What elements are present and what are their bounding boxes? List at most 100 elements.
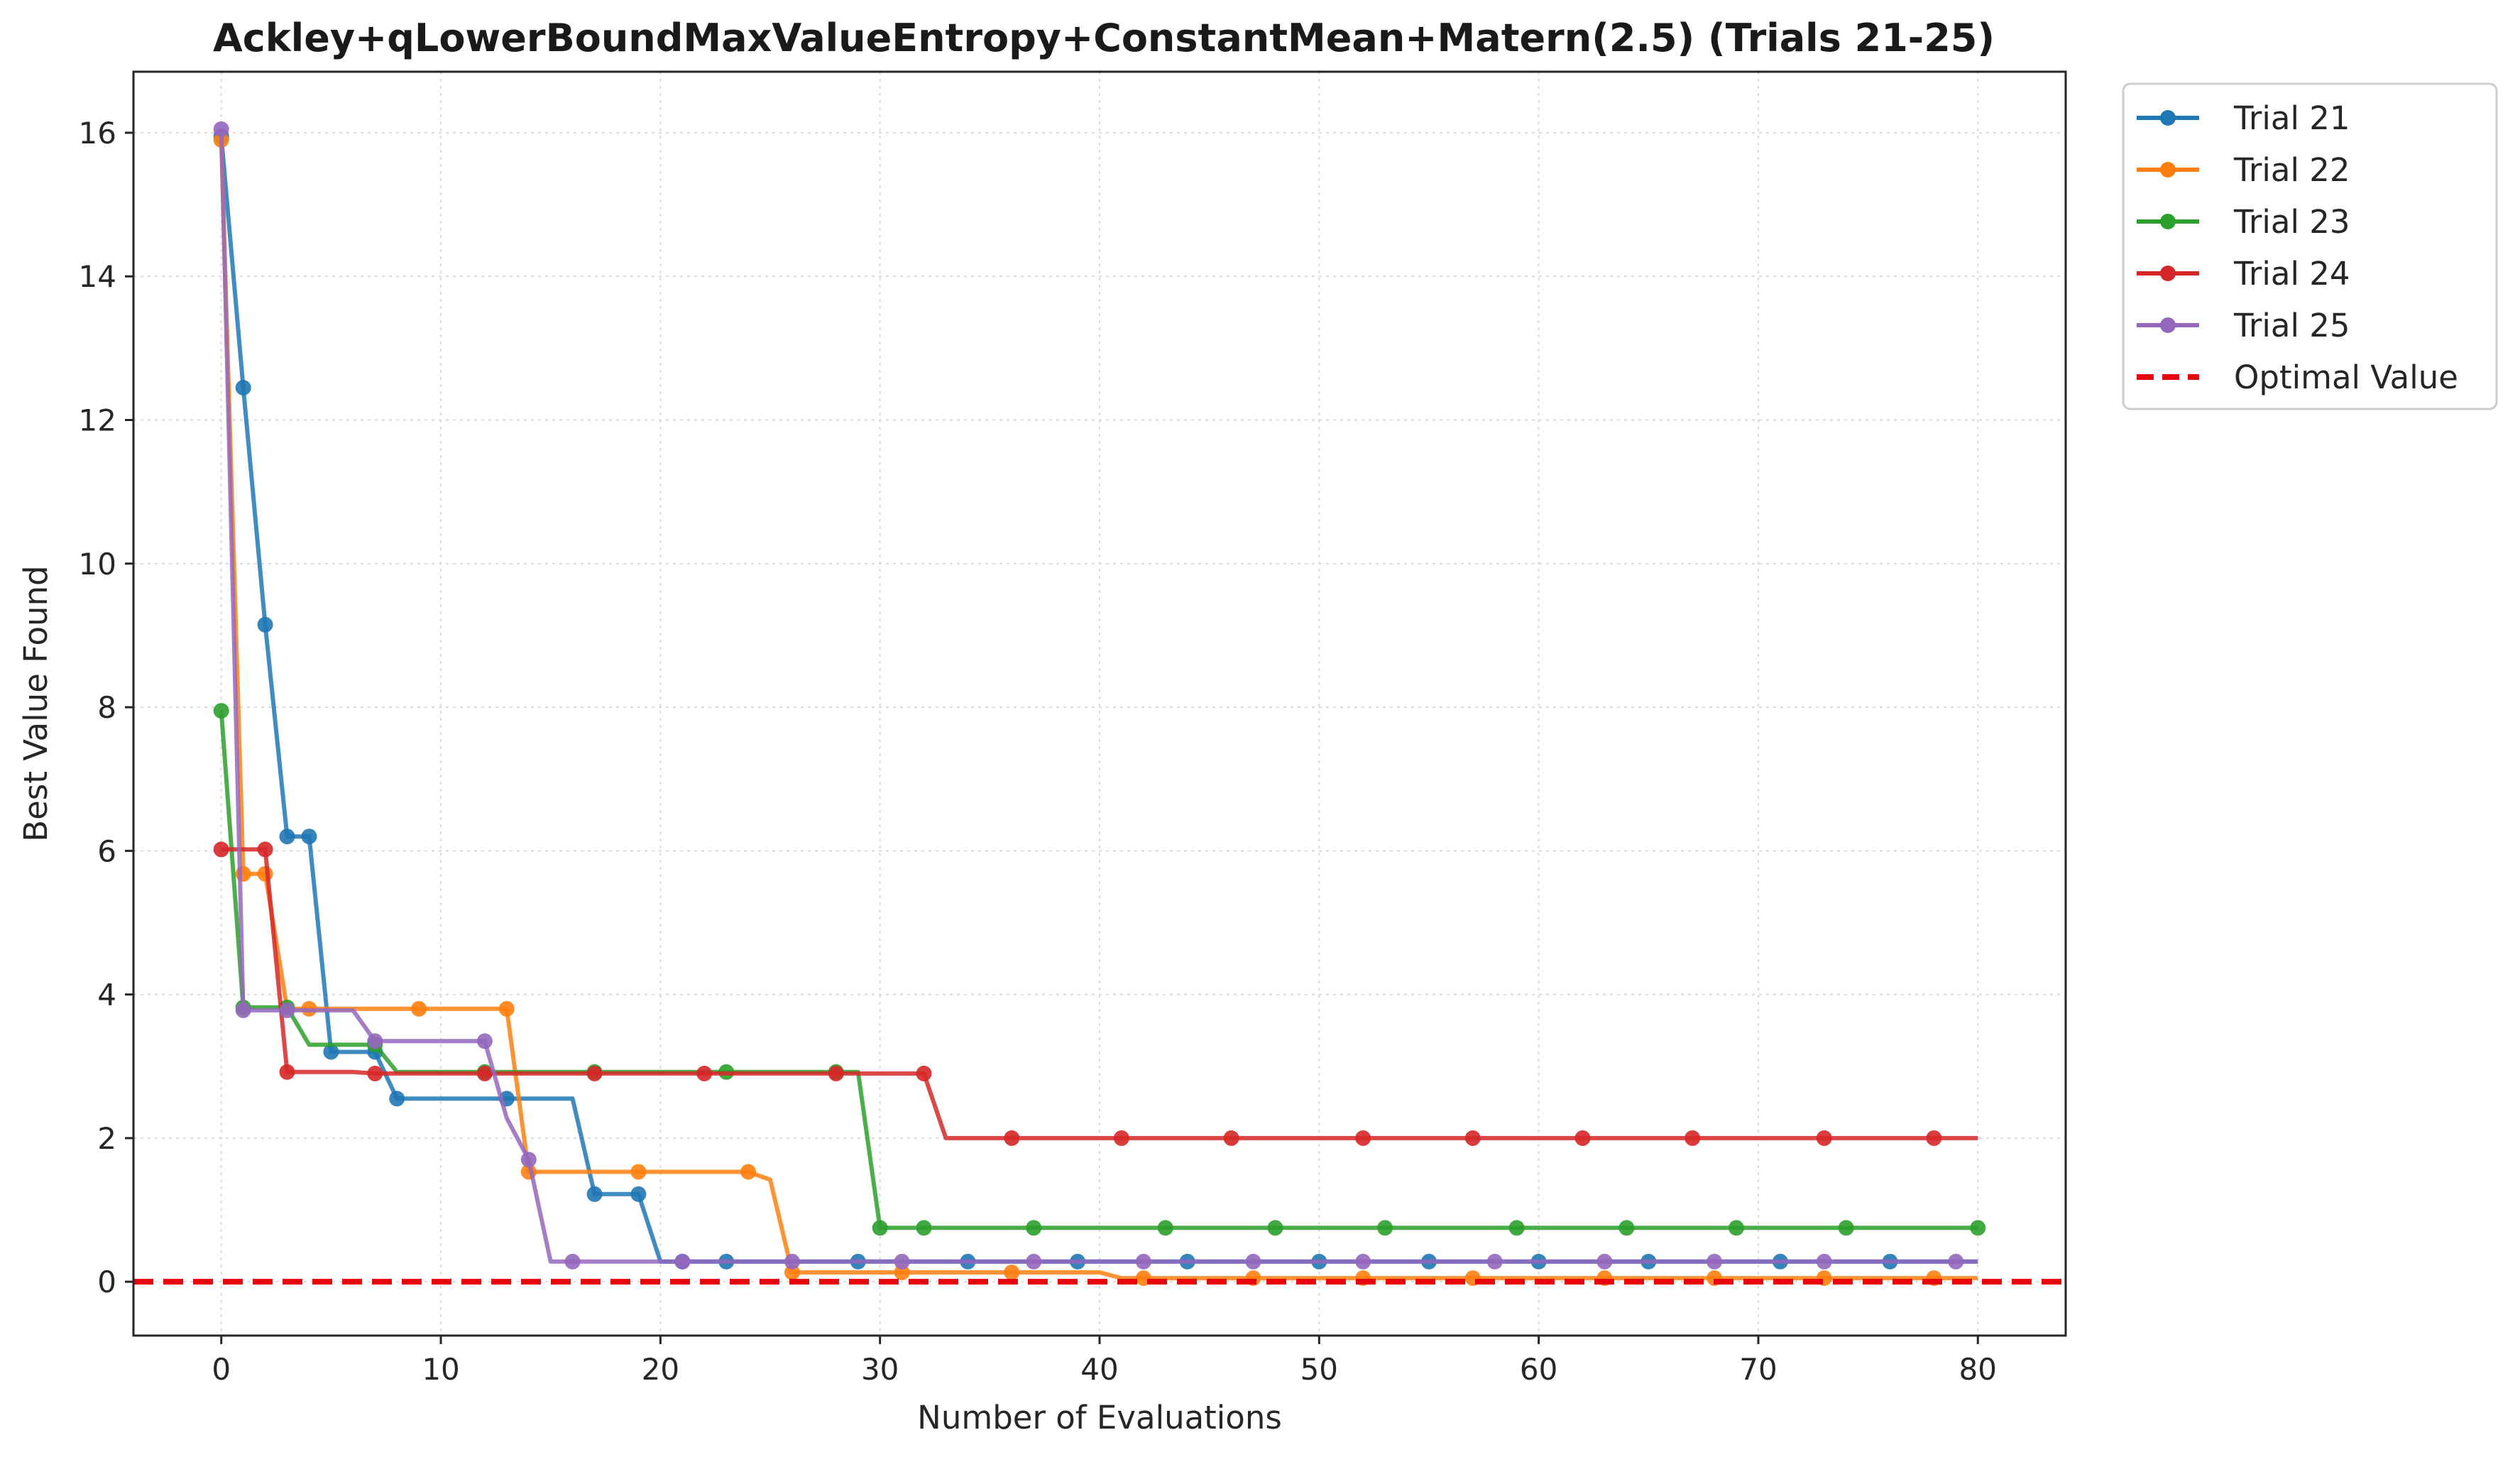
legend-label: Trial 21 <box>2233 99 2350 137</box>
data-point <box>1684 1130 1701 1146</box>
x-tick-label: 0 <box>212 1352 231 1387</box>
data-point <box>1267 1220 1283 1236</box>
chart-title: Ackley+qLowerBoundMaxValueEntropy+Consta… <box>213 16 1995 60</box>
data-point <box>367 1065 383 1081</box>
legend-items: Trial 21 Trial 22 Trial 23 Trial 24 Trial 25… <box>2137 99 2458 396</box>
data-point <box>213 841 229 858</box>
y-tick-label: 4 <box>97 978 116 1013</box>
data-point <box>1486 1253 1503 1270</box>
legend-label: Trial 24 <box>2233 255 2350 293</box>
data-point <box>213 121 229 137</box>
data-point <box>1026 1220 1042 1236</box>
legend-label: Trial 22 <box>2233 151 2350 189</box>
legend-item: Optimal Value <box>2137 359 2458 396</box>
data-point <box>235 1002 251 1018</box>
plot-series <box>213 121 1986 1287</box>
x-ticks: 0 10 20 30 40 50 60 70 80 <box>212 1336 1997 1387</box>
data-point <box>1377 1220 1393 1236</box>
series-line <box>219 136 1978 1264</box>
legend-item: Trial 24 <box>2137 255 2350 293</box>
series-4 <box>213 841 1978 1146</box>
series-1 <box>213 129 1978 1270</box>
data-point <box>696 1065 713 1081</box>
data-point <box>476 1065 493 1081</box>
data-point <box>411 1000 427 1017</box>
data-point <box>1596 1253 1613 1270</box>
data-point <box>1026 1253 1042 1270</box>
y-axis-label: Best Value Found <box>17 565 55 841</box>
data-point <box>740 1164 757 1180</box>
x-tick-label: 80 <box>1959 1352 1997 1387</box>
data-point <box>1355 1253 1371 1270</box>
x-tick-label: 20 <box>642 1352 679 1387</box>
data-point <box>1816 1253 1832 1270</box>
legend-marker <box>2160 317 2176 333</box>
data-point <box>784 1253 800 1270</box>
y-tick-label: 12 <box>79 403 116 438</box>
data-point <box>301 829 317 845</box>
data-point <box>1970 1220 1986 1236</box>
legend-item: Trial 23 <box>2137 203 2350 241</box>
series-line <box>219 710 1978 1230</box>
data-point <box>1838 1220 1854 1236</box>
data-point <box>872 1220 888 1236</box>
legend-label: Optimal Value <box>2234 359 2458 396</box>
data-point <box>1508 1220 1525 1236</box>
legend-item: Trial 21 <box>2137 99 2350 137</box>
data-point <box>1135 1253 1151 1270</box>
y-ticks: 0 2 4 6 8 10 12 14 16 <box>79 116 133 1299</box>
data-point <box>1113 1130 1129 1146</box>
data-point <box>279 1002 295 1018</box>
legend-marker <box>2160 110 2176 126</box>
x-tick-label: 10 <box>422 1352 459 1387</box>
data-point <box>520 1152 537 1168</box>
data-point <box>1464 1130 1481 1146</box>
y-tick-label: 8 <box>97 690 116 725</box>
series-2 <box>213 132 1978 1287</box>
data-point <box>1223 1130 1239 1146</box>
legend-label: Trial 25 <box>2233 307 2350 344</box>
data-point <box>1816 1130 1832 1146</box>
data-point <box>213 703 229 719</box>
data-point <box>257 841 273 858</box>
data-point <box>894 1265 910 1280</box>
series-line <box>219 140 1978 1281</box>
legend-label: Trial 23 <box>2233 203 2350 241</box>
y-tick-label: 0 <box>97 1265 116 1299</box>
y-tick-label: 14 <box>79 259 116 294</box>
data-point <box>916 1065 932 1081</box>
legend-marker <box>2160 266 2176 281</box>
data-point <box>323 1044 339 1060</box>
legend-marker <box>2160 214 2176 229</box>
x-tick-label: 70 <box>1739 1352 1777 1387</box>
data-point <box>1004 1130 1020 1146</box>
x-tick-label: 60 <box>1520 1352 1557 1387</box>
data-point <box>279 829 295 845</box>
data-point <box>586 1065 603 1081</box>
data-point <box>586 1186 603 1202</box>
data-point <box>564 1253 581 1270</box>
series-5 <box>213 121 1978 1270</box>
data-point <box>1004 1265 1020 1280</box>
x-tick-label: 50 <box>1300 1352 1338 1387</box>
y-tick-label: 10 <box>79 547 116 582</box>
data-point <box>1355 1130 1371 1146</box>
data-point <box>367 1033 383 1049</box>
data-point <box>1618 1220 1635 1236</box>
data-point <box>1948 1253 1964 1270</box>
y-tick-label: 16 <box>79 116 116 151</box>
data-point <box>1245 1253 1261 1270</box>
data-point <box>1574 1130 1591 1146</box>
data-point <box>916 1220 932 1236</box>
data-point <box>1729 1220 1744 1236</box>
data-point <box>235 380 251 395</box>
data-point <box>257 616 273 633</box>
series-line <box>221 847 1978 1140</box>
data-point <box>630 1186 647 1202</box>
data-point <box>674 1253 691 1270</box>
data-point <box>1157 1220 1173 1236</box>
data-point <box>279 1064 295 1080</box>
data-point <box>784 1265 800 1280</box>
legend-marker <box>2160 162 2176 178</box>
